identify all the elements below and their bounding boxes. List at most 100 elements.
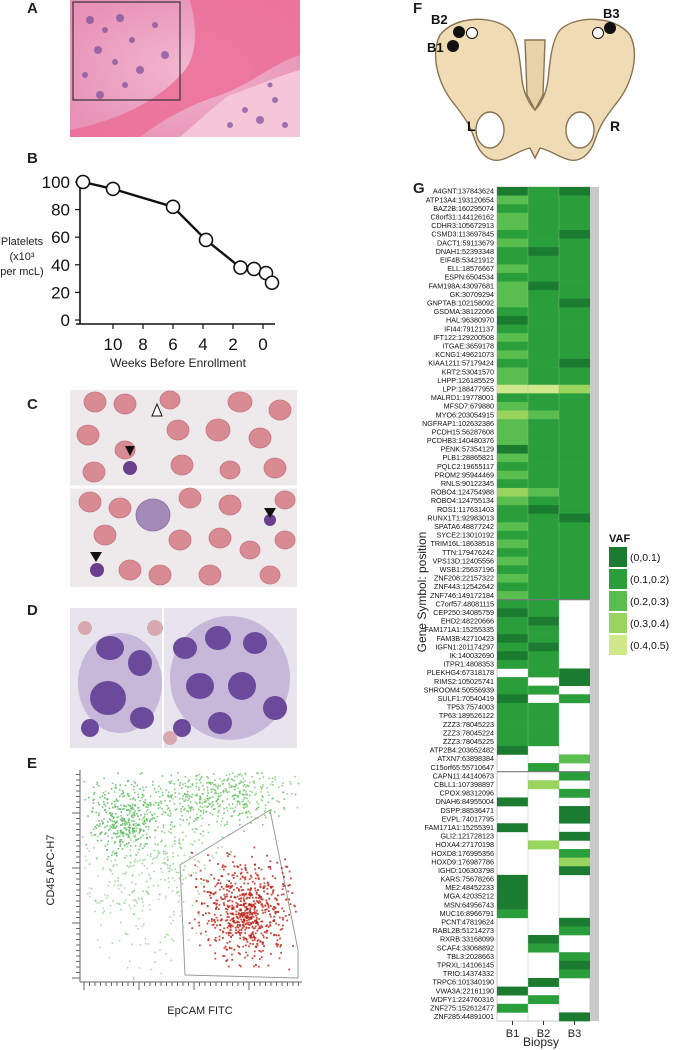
flow-event-cd45: [199, 795, 201, 798]
flow-event-cd45: [160, 878, 162, 881]
flow-event-epcam: [248, 903, 251, 906]
heatmap-row-label: GLI2:121728123: [440, 832, 494, 841]
flow-event-cd45: [99, 823, 101, 825]
flow-event-cd45: [132, 827, 134, 829]
flow-event-cd45: [158, 785, 160, 788]
flow-event-epcam: [252, 933, 254, 936]
flow-event-epcam: [229, 929, 232, 932]
heatmap-cell: [528, 410, 559, 420]
flow-event-cd45: [120, 804, 122, 807]
flow-event-cd45: [222, 782, 225, 785]
flow-event-epcam: [212, 923, 215, 926]
heatmap-row-label: HOXD8:176995356: [431, 849, 494, 858]
flow-event-cd45: [209, 796, 211, 799]
flow-event-cd45: [253, 782, 255, 784]
flow-event-cd45: [116, 864, 118, 866]
flow-event-cd45: [141, 898, 143, 901]
flow-event-cd45: [231, 779, 234, 781]
flow-event-cd45: [253, 786, 256, 789]
flow-event-cd45: [182, 805, 184, 808]
flow-event-cd45: [149, 836, 151, 839]
heatmap-cell: [497, 797, 528, 807]
flow-event-cd45: [241, 793, 244, 795]
heatmap-cell: [559, 212, 590, 222]
flow-event-cd45: [89, 895, 91, 898]
flow-event-cd45: [82, 836, 84, 838]
flow-event-epcam: [237, 917, 240, 920]
flow-event-epcam: [248, 934, 251, 937]
flow-event-epcam: [239, 864, 242, 866]
flow-event-cd45: [198, 861, 201, 863]
flow-event-cd45: [148, 803, 150, 806]
flow-event-cd45: [94, 910, 96, 913]
flow-event-cd45: [226, 809, 229, 812]
flow-event-cd45: [143, 801, 145, 803]
platelet-y-tick-label: 0: [61, 311, 70, 330]
flow-event-cd45: [209, 912, 212, 915]
flow-event-cd45: [101, 806, 104, 809]
flow-event-cd45: [239, 803, 241, 805]
flow-event-cd45: [134, 858, 137, 861]
heatmap-cell: [528, 238, 559, 248]
flow-event-cd45: [264, 804, 267, 807]
flow-event-epcam: [285, 865, 287, 868]
flow-event-cd45: [271, 797, 274, 800]
flow-event-epcam: [283, 876, 285, 878]
flow-event-epcam: [254, 919, 256, 922]
flow-event-epcam: [237, 866, 240, 868]
flow-event-epcam: [248, 911, 251, 913]
heatmap-cell: [497, 539, 528, 549]
flow-event-cd45: [264, 807, 267, 810]
flow-event-epcam: [217, 882, 220, 884]
flow-event-cd45: [157, 804, 160, 806]
flow-event-cd45: [251, 776, 253, 778]
flow-event-cd45: [212, 773, 215, 775]
flow-event-cd45: [253, 780, 255, 783]
heatmap-cell: [497, 522, 528, 532]
flow-event-cd45: [122, 790, 124, 792]
flow-event-epcam: [269, 860, 272, 863]
flow-event-cd45: [131, 807, 133, 809]
flow-event-epcam: [233, 921, 236, 924]
flow-event-epcam: [250, 887, 252, 890]
flow-event-cd45: [214, 792, 216, 795]
flow-event-cd45: [231, 815, 233, 817]
flow-event-epcam: [238, 904, 241, 907]
flow-event-epcam: [223, 927, 225, 930]
heatmap-cell: [528, 720, 559, 729]
heatmap-row-label: DNAH1:52393348: [436, 247, 494, 256]
flow-event-epcam: [280, 893, 283, 896]
flow-event-cd45: [104, 833, 106, 835]
heatmap-cell: [497, 350, 528, 360]
heatmap-row-label: ZNF443:12542642: [434, 582, 494, 591]
flow-event-cd45: [269, 783, 272, 786]
flow-event-cd45: [117, 902, 120, 905]
flow-event-cd45: [119, 808, 122, 810]
flow-event-cd45: [232, 772, 234, 774]
flow-event-epcam: [228, 880, 230, 882]
flow-event-cd45: [146, 806, 149, 808]
flow-event-cd45: [112, 900, 114, 902]
flow-event-cd45: [199, 777, 202, 780]
flow-event-epcam: [222, 898, 224, 900]
flow-event-cd45: [158, 796, 161, 798]
flow-event-cd45: [132, 816, 134, 819]
flow-event-cd45: [129, 854, 132, 857]
flow-event-epcam: [267, 884, 270, 887]
flow-event-cd45: [217, 784, 219, 787]
flow-event-epcam: [253, 911, 256, 913]
flow-event-cd45: [247, 785, 250, 788]
flow-event-cd45: [186, 790, 189, 793]
flow-event-cd45: [209, 782, 211, 784]
flow-event-cd45: [244, 796, 247, 799]
flow-event-cd45: [142, 847, 144, 850]
flow-event-epcam: [236, 875, 239, 878]
flow-event-cd45: [249, 790, 252, 792]
flow-event-cd45: [166, 859, 169, 861]
flow-event-epcam: [262, 885, 265, 888]
flow-event-cd45: [125, 855, 128, 857]
flow-event-cd45: [188, 797, 191, 800]
flow-event-epcam: [250, 922, 253, 924]
flow-event-cd45: [194, 827, 197, 830]
flow-event-cd45: [198, 773, 201, 776]
